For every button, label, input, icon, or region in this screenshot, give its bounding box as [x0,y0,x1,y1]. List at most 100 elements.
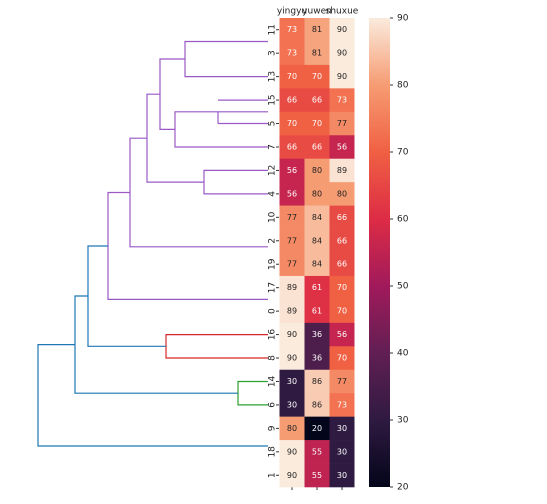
dendrogram-link [184,40,268,78]
cell-label: 90 [337,72,347,81]
cell-label: 66 [337,213,347,222]
heatmap-cell [304,393,330,417]
colorbar [369,18,390,487]
cell-label: 66 [337,236,347,245]
heatmap-cell [304,369,330,394]
dendrogram-link [129,137,268,248]
dendrogram-link [107,191,268,300]
cell-label: 73 [337,400,347,409]
heatmap-cell [279,158,305,183]
cell-label: 30 [337,471,347,480]
cell-label: 56 [337,142,347,151]
dendrogram-link [146,93,268,195]
heatmap-cell [329,440,355,464]
cell-label: 56 [337,330,347,339]
heatmap-cell [304,205,330,230]
row-label: 16 [268,329,278,341]
heatmap-cell [329,111,355,136]
cell-label: 84 [312,260,322,269]
row-label: 10 [268,211,278,223]
heatmap-cell [304,322,330,347]
cell-label: 73 [337,96,347,105]
heatmap-cell [304,135,330,159]
heatmap-cell [279,275,305,300]
cell-label: 20 [312,424,322,433]
row-label: 4 [268,191,278,197]
cell-label: 70 [337,283,347,292]
cell-label: 89 [337,166,347,175]
cell-label: 77 [287,213,297,222]
cell-label: 30 [337,447,347,456]
column-label: yingyu [277,7,307,17]
heatmap-cell [329,463,355,488]
cell-label: 61 [312,307,322,316]
heatmap-cell [329,88,355,113]
heatmap-cell [304,41,330,66]
heatmap-cell [279,346,305,371]
heatmap-cell [329,182,355,206]
row-label: 5 [268,121,278,127]
cell-label: 80 [312,166,322,175]
cell-label: 66 [312,96,322,105]
cell-label: 77 [287,236,297,245]
heatmap-cell [279,18,305,42]
cell-label: 66 [312,142,322,151]
heatmap-cell [329,416,355,441]
cell-label: 56 [287,166,297,175]
colorbar-tick-label: 80 [397,81,409,91]
heatmap-cell [279,322,305,347]
heatmap-cell [329,41,355,66]
cell-label: 70 [287,119,297,128]
cell-label: 70 [337,307,347,316]
dendrogram-link [174,99,268,148]
heatmap-cell [304,229,330,253]
heatmap-cell [304,158,330,183]
heatmap-cell [329,346,355,371]
cell-label: 89 [287,283,297,292]
heatmap-cell [329,369,355,394]
heatmap-cell [304,64,330,89]
row-label: 18 [268,446,278,458]
colorbar-tick-label: 60 [397,215,409,225]
heatmap-cell [329,158,355,183]
cell-label: 80 [287,424,297,433]
heatmap-cell [329,393,355,417]
column-label: yuwen [302,7,332,17]
row-label: 3 [268,50,278,56]
row-label: 0 [268,308,278,314]
cell-label: 73 [287,49,297,58]
heatmap-cell [279,393,305,417]
row-label: 17 [268,282,278,293]
heatmap-cell [304,440,330,464]
cell-label: 81 [312,49,322,58]
heatmap-cell [279,182,305,206]
cell-label: 80 [337,189,347,198]
row-label: 11 [268,24,278,35]
row-label: 2 [268,238,278,244]
heatmap-cell [329,64,355,89]
cell-label: 36 [312,330,322,339]
cell-label: 56 [287,189,297,198]
cell-label: 61 [312,283,322,292]
cell-label: 66 [287,142,297,151]
cell-label: 90 [287,447,297,456]
row-label: 9 [268,425,278,431]
cell-label: 66 [337,260,347,269]
cell-label: 77 [337,119,347,128]
heatmap-cell [279,88,305,113]
colorbar-tick-label: 90 [397,14,409,24]
cell-label: 70 [287,72,297,81]
heatmap-cell [329,205,355,230]
heatmap-cell [329,18,355,42]
heatmap-cell [329,322,355,347]
colorbar-tick-label: 70 [397,148,409,158]
heatmap-cell [279,416,305,441]
heatmap-cell [329,299,355,324]
heatmap-cell [329,229,355,253]
column-label: shuxue [326,7,359,17]
heatmap-cell [304,346,330,371]
cell-label: 89 [287,307,297,316]
heatmap-cell [279,463,305,488]
cell-label: 77 [287,260,297,269]
